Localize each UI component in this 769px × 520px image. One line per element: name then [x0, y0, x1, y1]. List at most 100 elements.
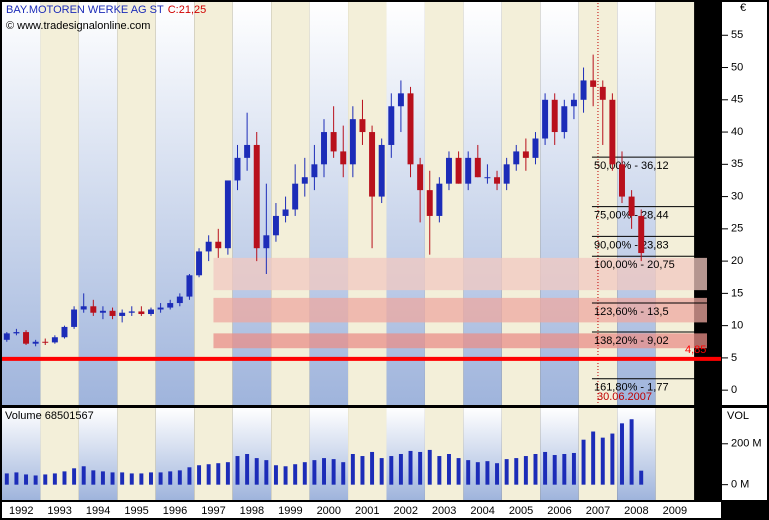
fib-zone [213, 297, 707, 323]
candle-body [628, 196, 635, 216]
volume-bar [33, 475, 38, 485]
year-band [155, 2, 195, 405]
candle-body [426, 190, 433, 216]
candle-body [503, 164, 510, 184]
volume-bar [379, 458, 384, 485]
candle-body [388, 106, 395, 145]
volume-bar [562, 454, 567, 485]
y-tick-label: 20 [731, 255, 743, 267]
volume-bar [350, 454, 355, 485]
title: BAY.MOTOREN WERKE AG ST [6, 4, 164, 16]
candle-body [407, 93, 414, 165]
candle-body [80, 306, 87, 310]
volume-bar [120, 472, 125, 485]
y-tick-label: 40 [731, 126, 743, 138]
x-tick-label: 1992 [9, 505, 33, 517]
candle-body [224, 180, 231, 249]
candle-body [484, 177, 491, 179]
candle-body [234, 157, 241, 181]
volume-bar [216, 463, 221, 485]
volume-bar [475, 462, 480, 485]
candle-body [71, 309, 78, 327]
candle-body [542, 99, 549, 139]
candle-body [253, 144, 260, 249]
x-tick-label: 2008 [624, 505, 648, 517]
fib-zone [213, 257, 707, 291]
volume-bar [629, 419, 634, 485]
volume-bar [398, 454, 403, 485]
candle-body [186, 275, 193, 297]
y-tick-label: 55 [731, 29, 743, 41]
volume-bar [302, 462, 307, 485]
y-tick-label: 30 [731, 190, 743, 202]
volume-bar [177, 470, 182, 485]
candle-body [494, 177, 501, 184]
volume-bar [264, 460, 269, 485]
y-tick-label: 45 [731, 94, 743, 106]
candle-body [445, 157, 452, 184]
y-tick-label: 50 [731, 61, 743, 73]
y-tick-label: 10 [731, 320, 743, 332]
x-tick-label: 2007 [586, 505, 610, 517]
year-band [155, 408, 195, 500]
x-tick-label: 2004 [470, 505, 494, 517]
volume-bar [312, 460, 317, 485]
candle-body [599, 86, 606, 100]
volume-bar [62, 471, 67, 485]
candle-body [263, 235, 270, 249]
volume-bar [523, 456, 528, 485]
volume-bar [168, 471, 173, 485]
support-label: 4,85 [685, 344, 706, 356]
fib-label: 100,00% - 20,75 [594, 259, 675, 271]
candle-body [340, 151, 347, 165]
fib-label: 138,20% - 9,02 [594, 335, 669, 347]
volume-bar [427, 449, 432, 485]
x-tick-label: 1994 [86, 505, 110, 517]
candle-body [272, 215, 279, 236]
candle-body [61, 326, 68, 338]
x-tick-label: 2006 [547, 505, 571, 517]
volume-axis-title: VOL [727, 410, 749, 422]
year-band [194, 408, 233, 500]
x-tick-label: 2005 [509, 505, 533, 517]
currency: € [740, 2, 746, 14]
candle-body [369, 132, 376, 197]
volume-bar [331, 459, 336, 485]
volume-bar [129, 473, 134, 485]
volume-bar [389, 456, 394, 485]
volume-bar [543, 451, 548, 485]
candle-body [23, 332, 30, 344]
volume-bar [4, 473, 9, 485]
candle-body [455, 157, 462, 184]
volume-bar [610, 433, 615, 485]
volume-bar [322, 458, 326, 485]
candle-body [311, 164, 318, 178]
year-band [117, 2, 156, 405]
volume-bar [43, 474, 48, 485]
volume-bar [139, 473, 144, 485]
fib-label: 123,60% - 13,5 [594, 306, 669, 318]
volume-bar [504, 459, 509, 485]
candle-body [561, 106, 568, 133]
candle-body [196, 251, 203, 276]
year-band [117, 408, 156, 500]
time-axis-area [2, 502, 721, 518]
volume-bar [418, 451, 423, 485]
fib-label: 50,00% - 36,12 [594, 160, 669, 172]
x-tick-label: 1999 [278, 505, 302, 517]
candle-body [148, 309, 154, 315]
candle-body [474, 157, 481, 178]
close-label: C:21,25 [168, 4, 207, 16]
volume-bar [571, 452, 576, 485]
candle-body [330, 132, 337, 152]
y-tick-label: 5 [731, 352, 737, 364]
volume-bar [81, 466, 86, 485]
candle-body [378, 144, 385, 197]
candle-body [244, 144, 251, 158]
candle-body [128, 311, 135, 313]
candle-body [397, 93, 404, 107]
x-tick-label: 1998 [240, 505, 264, 517]
candle-body [619, 164, 625, 197]
candle-body [638, 215, 645, 254]
candle-body [609, 99, 616, 165]
